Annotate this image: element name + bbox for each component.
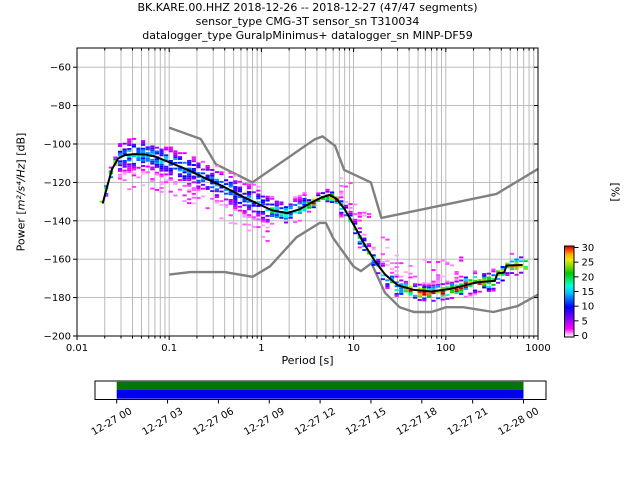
plot-subtitle-sensor: sensor_type CMG-3T sensor_sn T310034 xyxy=(195,15,420,28)
colorbar-tick-label: 15 xyxy=(582,287,595,298)
timeline-tick-label: 12-28 00 xyxy=(497,406,541,438)
timeline-tick-label: 12-27 00 xyxy=(90,406,134,438)
y-tick-label: −160 xyxy=(44,255,71,266)
coverage-used-bar xyxy=(116,381,524,390)
timeline-tick-label: 12-27 21 xyxy=(446,406,490,438)
x-tick-label: 1000 xyxy=(525,343,550,354)
nhnm-curve xyxy=(168,126,539,220)
y-tick-labels: −60 −80 −100 −120 −140 −160 −180 −200 xyxy=(44,63,71,343)
colorbar-tick-label: 25 xyxy=(582,258,595,269)
y-tick-label: −140 xyxy=(44,216,71,227)
colorbar-tick-label: 0 xyxy=(582,331,588,342)
colorbar: 0 5 10 15 20 25 30 xyxy=(564,243,595,342)
timeline-tick-label: 12-27 03 xyxy=(141,406,185,438)
y-tick-label: −100 xyxy=(44,140,71,151)
timeline-tick-label: 12-27 12 xyxy=(293,406,337,438)
histogram-cells xyxy=(99,137,528,302)
colorbar-tick-label: 5 xyxy=(582,316,588,327)
x-tick-label: 1 xyxy=(258,343,264,354)
plot-subtitle-datalogger: datalogger_type GuralpMinimus+ datalogge… xyxy=(142,29,473,42)
plot-title: BK.KARE.00.HHZ 2018-12-26 -- 2018-12-27 … xyxy=(137,1,478,14)
timeline-tick-label: 12-27 09 xyxy=(242,406,286,438)
y-tick-label: −80 xyxy=(50,101,71,112)
plot-spines-and-ticks xyxy=(73,47,539,340)
grid-lines xyxy=(76,48,539,336)
x-tick-label: 100 xyxy=(436,343,455,354)
y-tick-label: −120 xyxy=(44,178,71,189)
y-tick-label: −180 xyxy=(44,293,71,304)
timeline-tick-label: 12-27 18 xyxy=(395,406,439,438)
noise-model-curves xyxy=(168,126,539,314)
y-tick-label: −60 xyxy=(50,63,71,74)
x-axis-label: Period [s] xyxy=(281,354,334,367)
timeline-tick-label: 12-27 06 xyxy=(191,406,235,438)
timeline-tick-label: 12-27 15 xyxy=(344,406,388,438)
colorbar-tick-label: 30 xyxy=(582,243,595,254)
x-tick-labels: 0.01 0.1 1 10 100 1000 xyxy=(66,343,551,354)
coverage-timeline: 12-27 00 12-27 03 12-27 06 12-27 09 12-27 12… xyxy=(90,380,547,438)
colorbar-gradient xyxy=(564,245,575,338)
y-tick-label: −200 xyxy=(44,332,71,343)
x-tick-label: 10 xyxy=(347,343,360,354)
mean-psd-curve xyxy=(101,153,523,293)
colorbar-tick-label: 20 xyxy=(582,272,595,283)
x-tick-label: 0.1 xyxy=(161,343,177,354)
x-tick-label: 0.01 xyxy=(66,343,88,354)
nlnm-curve xyxy=(169,221,539,314)
coverage-data-bar xyxy=(116,390,524,399)
colorbar-tick-label: 10 xyxy=(582,302,595,313)
